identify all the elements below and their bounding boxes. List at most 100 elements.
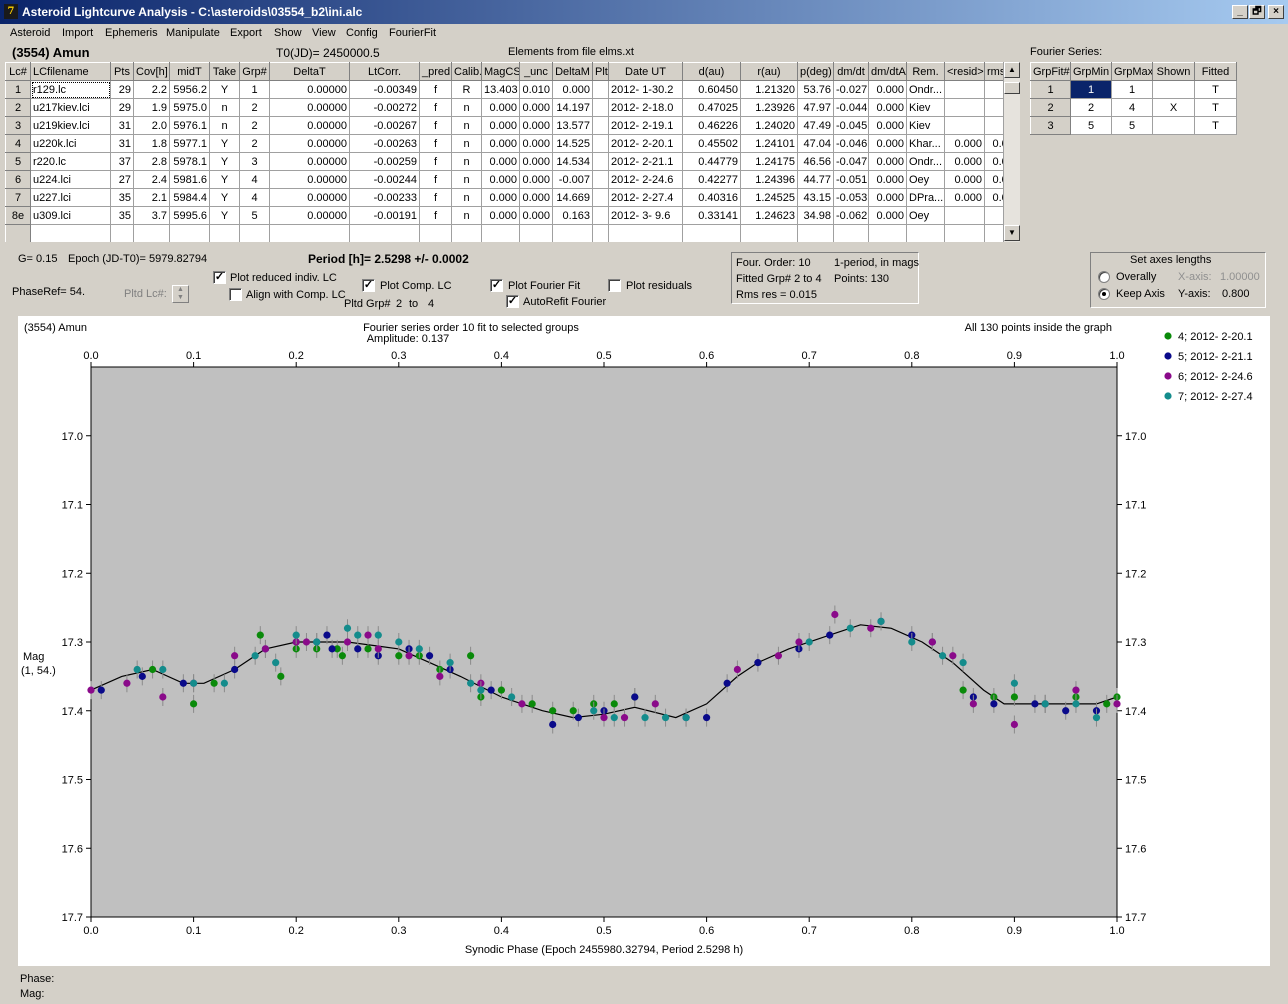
- table-cell[interactable]: 0.014: [984, 188, 1003, 207]
- table-cell[interactable]: 0.000: [519, 116, 553, 135]
- table-cell[interactable]: 14.525: [552, 134, 593, 153]
- table-cell[interactable]: -0.00267: [349, 116, 420, 135]
- table-cell[interactable]: -0.00259: [349, 152, 420, 171]
- table-cell[interactable]: -0.007: [552, 170, 593, 189]
- table-cell[interactable]: 0.00000: [269, 206, 350, 225]
- table-cell[interactable]: [552, 224, 593, 242]
- table-cell[interactable]: n: [451, 188, 482, 207]
- table-row[interactable]: 3 u219kiev.lci 31 2.0 5976.1 n 2 0.00000 -0.0026…: [5, 116, 1003, 135]
- table-cell[interactable]: 0.000: [519, 134, 553, 153]
- table-cell[interactable]: -0.046: [833, 134, 869, 153]
- table-cell[interactable]: -0.00233: [349, 188, 420, 207]
- col-fitted[interactable]: Fitted: [1194, 62, 1237, 81]
- table-cell[interactable]: [169, 224, 210, 242]
- table-cell[interactable]: [984, 224, 1003, 242]
- menu-import[interactable]: Import: [62, 27, 94, 39]
- table-cell[interactable]: 2012- 2-18.0: [608, 98, 683, 117]
- lightcurve-table[interactable]: Lc# LCfilename Pts Cov[h] midT Take Grp#…: [5, 62, 1003, 242]
- plot-fourier-checkbox[interactable]: ✓: [490, 279, 503, 292]
- table-cell[interactable]: Y: [209, 206, 240, 225]
- menu-export[interactable]: Export: [230, 27, 262, 39]
- col-pred[interactable]: _pred.: [419, 62, 452, 81]
- col-rau[interactable]: r(au): [740, 62, 798, 81]
- table-cell[interactable]: [592, 134, 609, 153]
- table-cell[interactable]: 0.015: [984, 170, 1003, 189]
- table-cell[interactable]: 2012- 2-20.1: [608, 134, 683, 153]
- table-cell[interactable]: -0.00272: [349, 98, 420, 117]
- table-cell[interactable]: 2012- 1-30.2: [608, 80, 683, 99]
- table-cell[interactable]: 0.000: [944, 170, 985, 189]
- table-cell[interactable]: 1: [1070, 80, 1112, 99]
- col-dateut[interactable]: Date UT: [608, 62, 683, 81]
- table-cell[interactable]: [944, 98, 985, 117]
- plot-comp-checkbox[interactable]: ✓: [362, 279, 375, 292]
- table-cell[interactable]: 1.24525: [740, 188, 798, 207]
- menu-fourierfit[interactable]: FourierFit: [389, 27, 437, 39]
- table-cell[interactable]: [592, 206, 609, 225]
- table-cell[interactable]: 47.49: [797, 116, 834, 135]
- table-cell[interactable]: 0.00000: [269, 170, 350, 189]
- table-cell[interactable]: 31: [110, 134, 134, 153]
- table-cell[interactable]: [419, 224, 452, 242]
- table-cell[interactable]: u217kiev.lci: [30, 98, 111, 117]
- row-header[interactable]: 2: [5, 98, 31, 117]
- menu-show[interactable]: Show: [274, 27, 302, 39]
- table-cell[interactable]: 1.23926: [740, 98, 798, 117]
- lightcurve-chart[interactable]: (3554) Amun Fourier series order 10 fit …: [18, 316, 1270, 966]
- table-cell[interactable]: [682, 224, 741, 242]
- menu-view[interactable]: View: [312, 27, 336, 39]
- col-lcfilename[interactable]: LCfilename: [30, 62, 111, 81]
- col-grpmax[interactable]: GrpMax: [1111, 62, 1153, 81]
- close-button[interactable]: ×: [1268, 5, 1284, 19]
- table-cell[interactable]: [944, 80, 985, 99]
- table-cell[interactable]: DPra...: [906, 188, 945, 207]
- row-header[interactable]: 7: [5, 188, 31, 207]
- table-cell[interactable]: 0.00000: [269, 152, 350, 171]
- row-header[interactable]: 5: [5, 152, 31, 171]
- table-cell[interactable]: 0.00000: [269, 116, 350, 135]
- table-cell[interactable]: 0.000: [519, 152, 553, 171]
- table-cell[interactable]: [519, 224, 553, 242]
- col-pdeg[interactable]: p(deg): [797, 62, 834, 81]
- table-cell[interactable]: 2: [239, 116, 270, 135]
- table-cell[interactable]: 34.98: [797, 206, 834, 225]
- row-header[interactable]: 3: [1030, 116, 1071, 135]
- table-cell[interactable]: 5978.1: [169, 152, 210, 171]
- table-cell[interactable]: 47.04: [797, 134, 834, 153]
- plot-reduced-checkbox[interactable]: ✓: [213, 271, 226, 284]
- scroll-up-icon[interactable]: ▲: [1004, 62, 1020, 78]
- table-cell[interactable]: 1.24175: [740, 152, 798, 171]
- table-cell[interactable]: 0.46226: [682, 116, 741, 135]
- table-cell[interactable]: 0.000: [868, 116, 907, 135]
- table-cell[interactable]: [984, 206, 1003, 225]
- table-cell[interactable]: Khar...: [906, 134, 945, 153]
- table-cell[interactable]: 5977.1: [169, 134, 210, 153]
- row-header[interactable]: 3: [5, 116, 31, 135]
- autorefit-checkbox[interactable]: ✓: [506, 295, 519, 308]
- table-cell[interactable]: T: [1194, 116, 1237, 135]
- table-cell[interactable]: 5981.6: [169, 170, 210, 189]
- table-cell[interactable]: 2.1: [133, 188, 170, 207]
- table-cell[interactable]: r220.lc: [30, 152, 111, 171]
- table-cell[interactable]: 0.000: [481, 206, 520, 225]
- col-unc[interactable]: _unc: [519, 62, 553, 81]
- table-cell[interactable]: 3.7: [133, 206, 170, 225]
- col-shown[interactable]: Shown: [1152, 62, 1195, 81]
- col-pts[interactable]: Pts: [110, 62, 134, 81]
- table-cell[interactable]: [592, 98, 609, 117]
- table-cell[interactable]: 3: [239, 152, 270, 171]
- table-cell[interactable]: 0.000: [868, 98, 907, 117]
- table-cell[interactable]: 1.24623: [740, 206, 798, 225]
- table-cell[interactable]: 2: [239, 98, 270, 117]
- table-cell[interactable]: 2: [1070, 98, 1112, 117]
- table-cell[interactable]: 0.000: [868, 152, 907, 171]
- table-cell[interactable]: 29: [110, 98, 134, 117]
- table-cell[interactable]: f: [419, 206, 452, 225]
- table-cell[interactable]: 1.8: [133, 134, 170, 153]
- table-row[interactable]: 8e u309.lci 35 3.7 5995.6 Y 5 0.00000 -0.00191 f n…: [5, 206, 1003, 225]
- table-cell[interactable]: 0.000: [519, 170, 553, 189]
- table-cell[interactable]: 4: [239, 188, 270, 207]
